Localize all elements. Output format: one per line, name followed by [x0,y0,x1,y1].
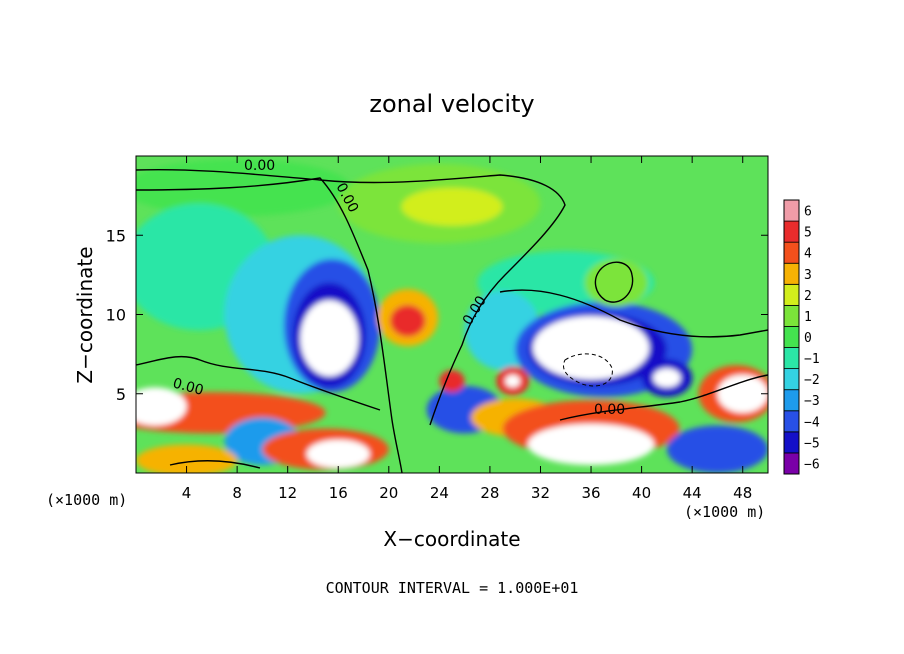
colorbar-label-0: −6 [804,457,820,472]
colorbar-label-12: 6 [804,205,812,220]
zero-contours [136,168,768,473]
colorbar-label-2: −4 [804,415,820,430]
plot-area: 0.00 0.00 0.00 0.00 0.00 [135,155,769,474]
field-patch-7 [300,300,359,377]
field-patch-32 [717,374,768,413]
contour-label-left: 0.00 [171,375,205,399]
colorbar-label-4: −2 [804,373,820,388]
zero-contour-left [136,177,403,473]
colorbar-label-8: 2 [804,289,812,304]
field-patch-2 [401,187,503,226]
zero-contour-lower-right [559,374,768,421]
field-patch-25 [439,369,465,393]
x-tick-label-8: 36 [581,484,600,502]
x-tick-label-9: 40 [632,484,651,502]
contour-label-right: 0.00 [594,402,625,418]
colorbar-swatch-5 [783,347,800,370]
colorbar-label-1: −5 [804,436,820,451]
zero-contour-dashed [563,353,613,387]
zero-contour-right [499,289,768,338]
colorbar: −6 −5 −4 −3 −2 −1 0 1 2 3 4 5 6 [783,199,820,475]
y-tick-label-2: 15 [106,226,126,245]
colorbar-label-11: 5 [804,226,812,241]
colorbar-label-3: −3 [804,394,820,409]
x-tick-label-4: 20 [379,484,398,502]
field-patch-0 [136,159,351,217]
field-patch-22 [306,439,370,469]
x-tick-label-6: 28 [480,484,499,502]
field-patch-27 [505,374,521,388]
colorbar-label-5: −1 [804,352,820,367]
y-axis-label: Z−coordinate [73,246,97,383]
x-tick-label-11: 48 [733,484,752,502]
x-tick-label-2: 12 [278,484,297,502]
x-axis-label: X−coordinate [383,527,520,551]
colorbar-swatch-2 [783,410,800,433]
contour-label-top: 0.00 [244,158,275,174]
field-patch-23 [136,444,238,473]
field-patch-16 [652,368,681,388]
x-tick-label-10: 44 [683,484,702,502]
field-patch-14 [532,316,650,380]
x-units-left: (×1000 m) [46,491,127,509]
colorbar-swatch-4 [783,368,800,391]
x-tick-label-3: 16 [329,484,348,502]
y-tick-label-1: 10 [106,306,126,325]
y-axis-ticks: 5 10 15 [106,226,768,404]
colorbar-swatch-1 [783,431,800,454]
zero-contour-bottom-loop [169,460,261,469]
field-patch-19 [136,387,187,426]
zero-contour-island [594,261,634,303]
field-patch-17 [584,259,648,307]
field-patch-9 [390,304,426,337]
colorbar-label-7: 1 [804,310,812,325]
colorbar-swatch-6 [783,326,800,348]
colorbar-label-10: 4 [804,247,812,262]
field-patch-30 [527,423,655,466]
colorbar-swatch-0 [783,452,800,475]
x-tick-label-7: 32 [531,484,550,502]
x-tick-label-5: 24 [430,484,449,502]
colorbar-swatch-12 [783,199,800,222]
colorbar-swatch-8 [783,283,800,306]
x-tick-label-1: 8 [232,484,242,502]
x-units-right: (×1000 m) [684,503,765,521]
velocity-field [136,159,768,473]
colorbar-frame [783,199,800,475]
colorbar-label-6: 0 [804,331,812,346]
contour-interval-note: CONTOUR INTERVAL = 1.000E+01 [326,579,579,597]
chart-title: zonal velocity [369,90,534,118]
x-axis-ticks: 4 8 12 16 20 24 28 32 36 40 44 48 [182,156,752,502]
zero-contour-lower-left [136,355,381,411]
y-tick-label-0: 5 [116,385,126,404]
colorbar-swatch-7 [783,304,800,327]
colorbar-swatch-10 [783,241,800,264]
zero-contour-top [136,168,566,426]
colorbar-swatch-9 [783,262,800,285]
colorbar-swatch-11 [783,220,800,243]
colorbar-label-9: 3 [804,268,812,283]
colorbar-swatch-3 [783,389,800,412]
field-patch-33 [666,425,768,473]
x-tick-label-0: 4 [182,484,192,502]
